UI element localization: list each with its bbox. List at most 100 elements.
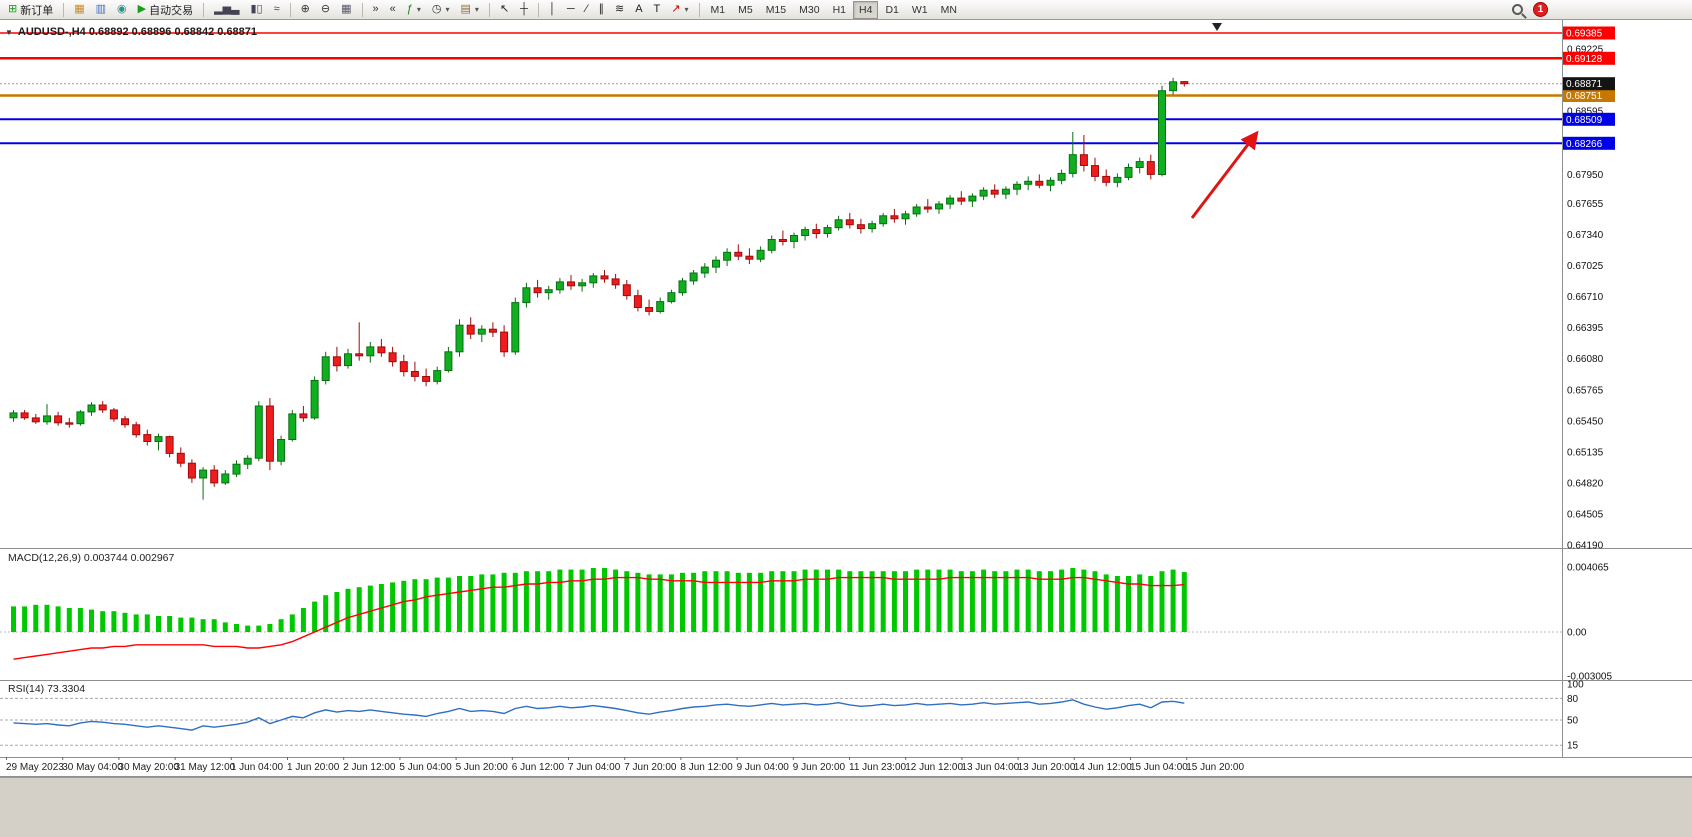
candle-body xyxy=(221,473,230,484)
cursor-button[interactable]: ↖ xyxy=(495,1,514,19)
new-order-button[interactable]: ⊞ 新订单 xyxy=(3,1,58,19)
candle-body xyxy=(600,275,609,280)
periods-icon: ◷ xyxy=(431,3,442,15)
macd-bar xyxy=(1092,571,1098,632)
notification-badge[interactable]: 1 xyxy=(1533,2,1548,17)
timeframe-H4[interactable]: H4 xyxy=(853,0,879,19)
time-axis-label: 9 Jun 20:00 xyxy=(793,762,846,773)
templates-button[interactable]: ▤ ▾ xyxy=(456,1,484,19)
candle-body xyxy=(321,356,330,381)
periods-button[interactable]: ◷ ▾ xyxy=(427,1,455,19)
chart-shift-icon: « xyxy=(389,3,396,15)
candle-body xyxy=(143,434,152,443)
toolbar-separator xyxy=(63,2,65,17)
horizontal-line-button[interactable]: ─ xyxy=(562,1,580,19)
macd-bar xyxy=(981,569,987,632)
dropdown-arrow-icon[interactable]: ▾ xyxy=(445,5,450,14)
timeframe-M5[interactable]: M5 xyxy=(732,1,759,19)
price-tag-label: 0.68871 xyxy=(1566,79,1603,90)
candle-body xyxy=(1068,154,1077,174)
candle-body xyxy=(1146,161,1155,175)
candle-body xyxy=(1102,175,1111,183)
text-icon: A xyxy=(635,3,643,15)
bar-chart-button[interactable]: ▂▅▃ xyxy=(209,1,244,19)
time-axis-label: 5 Jun 04:00 xyxy=(399,762,452,773)
zoom-out-button[interactable]: ⊖ xyxy=(316,1,335,19)
toolbar-button-group: ⊞ 新订单 ▦ ▥ ◉ ▶ 自动交易 ▂▅▃ ▮▯ ≈ ⊕ ⊖ ▦» «ƒ ▾ ◷ ▾ ▤ ▾ ↖ ┼ │ ─ ∕ ∥ ≋ A T ↗ ▾ xyxy=(3,1,704,19)
price-tag xyxy=(1563,26,1615,40)
navigator-button[interactable]: ◉ xyxy=(112,1,132,19)
macd-bar xyxy=(925,569,931,632)
crosshair-button[interactable]: ┼ xyxy=(515,1,533,19)
price-tick-label: 0.69225 xyxy=(1567,44,1604,55)
candle-body xyxy=(979,189,988,197)
text-button[interactable]: A xyxy=(630,1,647,19)
price-tag-label: 0.69128 xyxy=(1566,54,1603,65)
new-order-icon: ⊞ xyxy=(8,3,18,15)
candle-body xyxy=(723,251,732,261)
trendline-button[interactable]: ∕ xyxy=(581,1,593,19)
macd-bar xyxy=(457,576,462,632)
search-icon[interactable] xyxy=(1512,4,1523,15)
macd-signal-line xyxy=(13,576,1185,660)
candle-body xyxy=(645,307,654,312)
candle-body xyxy=(946,197,955,205)
price-tag xyxy=(1563,89,1615,102)
price-tag xyxy=(1563,112,1615,126)
time-axis-label: 9 Jun 04:00 xyxy=(737,762,790,773)
candle-body xyxy=(344,353,352,367)
timeframe-M1[interactable]: M1 xyxy=(705,1,732,19)
autotrading-button-label: 自动交易 xyxy=(149,4,194,17)
candle-body xyxy=(43,415,51,423)
time-axis-label: 15 Jun 20:00 xyxy=(1186,762,1244,773)
price-tick-label: 0.64190 xyxy=(1567,540,1604,551)
dropdown-arrow-icon[interactable]: ▾ xyxy=(474,5,479,14)
vertical-line-button[interactable]: │ xyxy=(544,1,561,19)
candle-body xyxy=(845,219,854,226)
tile-windows-icon: ▦ xyxy=(341,3,352,15)
zoom-in-button[interactable]: ⊕ xyxy=(296,1,315,19)
candle-body xyxy=(31,417,40,423)
auto-scroll-button[interactable]: » xyxy=(368,1,384,19)
candle-body xyxy=(54,415,63,424)
time-axis-label: 8 Jun 12:00 xyxy=(680,762,733,773)
trend-arrow[interactable] xyxy=(1190,130,1259,219)
macd-bar xyxy=(434,577,440,632)
autotrading-button[interactable]: ▶ 自动交易 xyxy=(133,1,198,19)
fibonacci-button[interactable]: ≋ xyxy=(610,1,629,19)
candle-body xyxy=(767,239,776,251)
timeframe-H1[interactable]: H1 xyxy=(827,1,852,19)
dropdown-arrow-icon[interactable]: ▾ xyxy=(684,5,689,14)
macd-bar xyxy=(1126,576,1131,632)
text-label-button[interactable]: T xyxy=(649,1,666,19)
data-window-button[interactable]: ▥ xyxy=(91,1,111,19)
arrows-button[interactable]: ↗ ▾ xyxy=(666,1,693,19)
line-chart-button[interactable]: ≈ xyxy=(269,1,285,19)
macd-bar xyxy=(423,579,429,632)
candle-body xyxy=(399,361,408,373)
chart-shift-marker[interactable] xyxy=(1212,23,1222,31)
dropdown-arrow-icon[interactable]: ▾ xyxy=(416,5,421,14)
candle-body xyxy=(455,324,464,353)
toolbar-separator xyxy=(537,2,539,17)
macd-bar xyxy=(1048,571,1053,632)
timeframe-M30[interactable]: M30 xyxy=(793,1,825,19)
candle-body xyxy=(1124,167,1133,178)
timeframe-D1[interactable]: D1 xyxy=(879,1,904,19)
timeframe-MN[interactable]: MN xyxy=(935,1,963,19)
chart-canvas[interactable]: 0.69225 0.68595 0.67950 0.67655 0.67340 0.670… xyxy=(0,20,1692,777)
macd-bar xyxy=(1025,569,1031,632)
market-watch-button[interactable]: ▦ xyxy=(69,1,89,19)
indicators-button[interactable]: ƒ ▾ xyxy=(402,1,426,19)
macd-bar xyxy=(1036,571,1042,632)
timeframe-W1[interactable]: W1 xyxy=(906,1,934,19)
candlestick-chart-button[interactable]: ▮▯ xyxy=(246,1,268,19)
tile-windows-button[interactable]: ▦ xyxy=(336,1,356,19)
timeframe-M15[interactable]: M15 xyxy=(760,1,792,19)
timeframe-toolbar: M1 M5 M15 M30 H1 H4 D1 W1 MN xyxy=(705,0,963,19)
chart-shift-button[interactable]: « xyxy=(385,1,401,19)
macd-bar xyxy=(323,595,329,632)
channel-button[interactable]: ∥ xyxy=(593,1,609,19)
macd-bar xyxy=(278,619,284,632)
time-axis-label: 14 Jun 12:00 xyxy=(1074,762,1132,773)
